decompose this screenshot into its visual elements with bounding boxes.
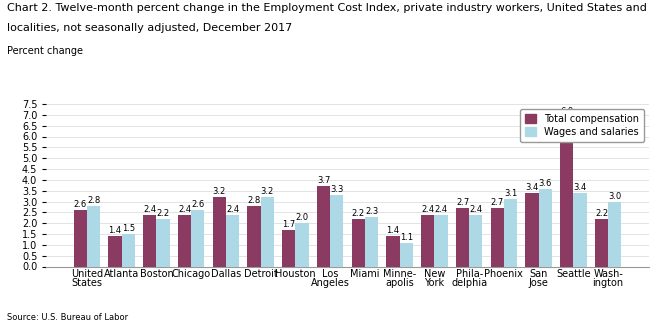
Text: 2.4: 2.4 <box>421 205 434 214</box>
Text: 2.2: 2.2 <box>595 209 608 218</box>
Bar <box>143 214 156 266</box>
Bar <box>330 195 344 266</box>
Text: 3.0: 3.0 <box>608 192 622 201</box>
Text: 3.4: 3.4 <box>526 183 539 192</box>
Bar <box>226 214 239 266</box>
Text: 2.7: 2.7 <box>456 198 469 207</box>
Text: 2.4: 2.4 <box>434 205 448 214</box>
Text: 3.2: 3.2 <box>213 187 226 196</box>
Bar <box>400 243 413 266</box>
Text: 6.9: 6.9 <box>560 107 573 116</box>
Legend: Total compensation, Wages and salaries: Total compensation, Wages and salaries <box>520 109 644 141</box>
Text: 3.7: 3.7 <box>317 176 330 186</box>
Bar <box>122 234 135 266</box>
Bar <box>504 199 517 266</box>
Text: 2.8: 2.8 <box>248 196 261 205</box>
Bar <box>73 210 87 266</box>
Bar <box>526 193 539 266</box>
Text: 2.7: 2.7 <box>491 198 504 207</box>
Text: 2.4: 2.4 <box>178 205 191 214</box>
Bar <box>87 206 100 266</box>
Text: 2.3: 2.3 <box>365 207 378 216</box>
Text: 1.4: 1.4 <box>387 226 400 235</box>
Bar <box>560 117 573 266</box>
Bar <box>282 230 295 266</box>
Text: 3.2: 3.2 <box>261 187 274 196</box>
Bar <box>317 186 330 266</box>
Bar <box>191 210 205 266</box>
Text: 2.4: 2.4 <box>469 205 483 214</box>
Text: 2.2: 2.2 <box>156 209 169 218</box>
Bar <box>387 236 400 266</box>
Bar <box>469 214 483 266</box>
Text: 1.7: 1.7 <box>282 220 295 229</box>
Bar <box>421 214 434 266</box>
Bar <box>109 236 122 266</box>
Bar <box>573 193 587 266</box>
Text: 3.3: 3.3 <box>330 185 344 194</box>
Text: localities, not seasonally adjusted, December 2017: localities, not seasonally adjusted, Dec… <box>7 23 292 33</box>
Text: 2.2: 2.2 <box>352 209 365 218</box>
Text: 2.4: 2.4 <box>143 205 156 214</box>
Text: 2.0: 2.0 <box>295 213 308 222</box>
Bar <box>261 197 274 266</box>
Text: 1.5: 1.5 <box>122 224 135 233</box>
Bar <box>248 206 261 266</box>
Bar <box>608 202 622 266</box>
Bar <box>352 219 365 266</box>
Text: 2.4: 2.4 <box>226 205 239 214</box>
Text: 3.4: 3.4 <box>573 183 587 192</box>
Bar <box>295 223 308 266</box>
Bar <box>178 214 191 266</box>
Bar <box>156 219 169 266</box>
Text: 2.6: 2.6 <box>191 200 205 209</box>
Bar <box>434 214 448 266</box>
Bar <box>539 188 552 266</box>
Text: Percent change: Percent change <box>7 46 83 56</box>
Text: 1.1: 1.1 <box>400 233 413 242</box>
Text: Chart 2. Twelve-month percent change in the Employment Cost Index, private indus: Chart 2. Twelve-month percent change in … <box>7 3 647 13</box>
Text: Source: U.S. Bureau of Labor: Source: U.S. Bureau of Labor <box>7 313 128 322</box>
Bar <box>595 219 608 266</box>
Text: 3.1: 3.1 <box>504 189 517 199</box>
Text: 2.8: 2.8 <box>87 196 100 205</box>
Bar <box>213 197 226 266</box>
Text: 3.6: 3.6 <box>539 179 552 188</box>
Bar <box>491 208 504 266</box>
Text: 2.6: 2.6 <box>73 200 87 209</box>
Bar <box>456 208 469 266</box>
Bar <box>365 217 378 266</box>
Text: 1.4: 1.4 <box>109 226 122 235</box>
